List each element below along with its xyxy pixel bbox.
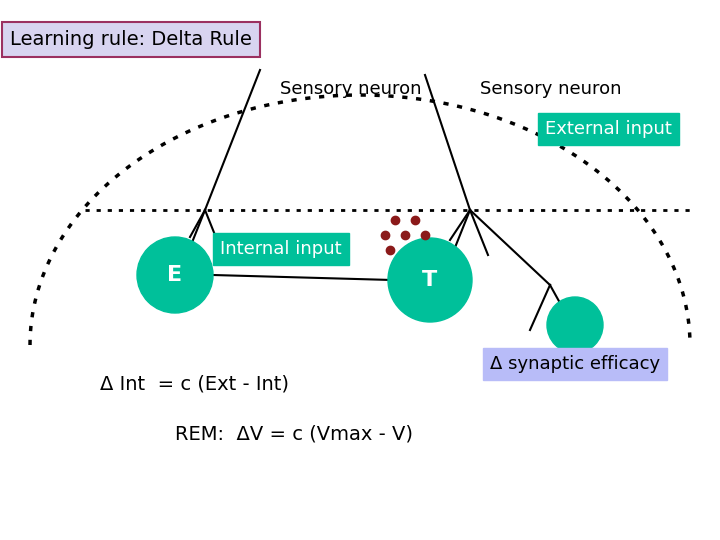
Circle shape [388, 238, 472, 322]
Text: E: E [168, 265, 183, 285]
Text: Δ Int  = c (Ext - Int): Δ Int = c (Ext - Int) [100, 375, 289, 394]
Text: Internal input: Internal input [220, 240, 341, 258]
Circle shape [547, 297, 603, 353]
Text: Sensory neuron: Sensory neuron [480, 80, 621, 98]
Text: Δ synaptic efficacy: Δ synaptic efficacy [490, 355, 660, 373]
Circle shape [137, 237, 213, 313]
Text: Sensory neuron: Sensory neuron [280, 80, 421, 98]
Text: T: T [423, 270, 438, 290]
Text: Learning rule: Delta Rule: Learning rule: Delta Rule [10, 30, 252, 49]
Text: REM:  ΔV = c (Vmax - V): REM: ΔV = c (Vmax - V) [175, 425, 413, 444]
Text: External input: External input [545, 120, 672, 138]
